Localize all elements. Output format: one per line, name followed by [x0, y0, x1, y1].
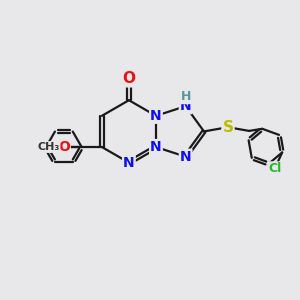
Text: O: O	[122, 71, 135, 86]
Text: CH₃: CH₃	[37, 142, 59, 152]
Text: N: N	[180, 99, 191, 113]
Text: N: N	[123, 156, 135, 170]
Text: N: N	[180, 150, 191, 164]
Text: H: H	[181, 90, 191, 103]
Text: Cl: Cl	[268, 162, 281, 175]
Text: S: S	[223, 120, 233, 135]
Text: N: N	[150, 109, 162, 123]
Text: O: O	[58, 140, 70, 154]
Text: N: N	[150, 140, 162, 154]
